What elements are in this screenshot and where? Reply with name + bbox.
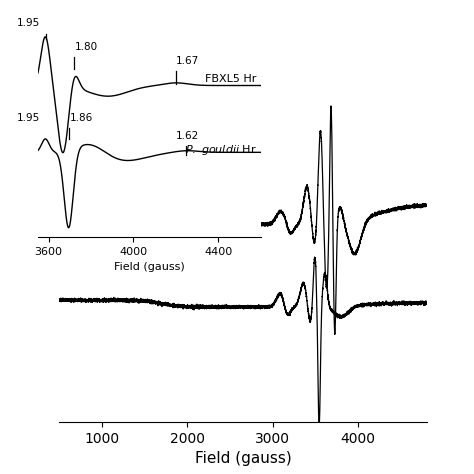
Text: 1.95: 1.95 bbox=[17, 113, 40, 123]
Text: FBXL5 Hr: FBXL5 Hr bbox=[205, 74, 256, 84]
X-axis label: Field (gauss): Field (gauss) bbox=[114, 262, 185, 272]
Text: 1.80: 1.80 bbox=[75, 42, 98, 52]
Text: 1.86: 1.86 bbox=[70, 113, 93, 123]
Text: 1.62: 1.62 bbox=[176, 131, 199, 141]
Text: 1.95: 1.95 bbox=[17, 18, 40, 27]
Text: 1.67: 1.67 bbox=[176, 56, 199, 66]
X-axis label: Field (gauss): Field (gauss) bbox=[194, 451, 292, 466]
Text: $\it{P.\ gouldii}$ Hr: $\it{P.\ gouldii}$ Hr bbox=[185, 143, 256, 157]
